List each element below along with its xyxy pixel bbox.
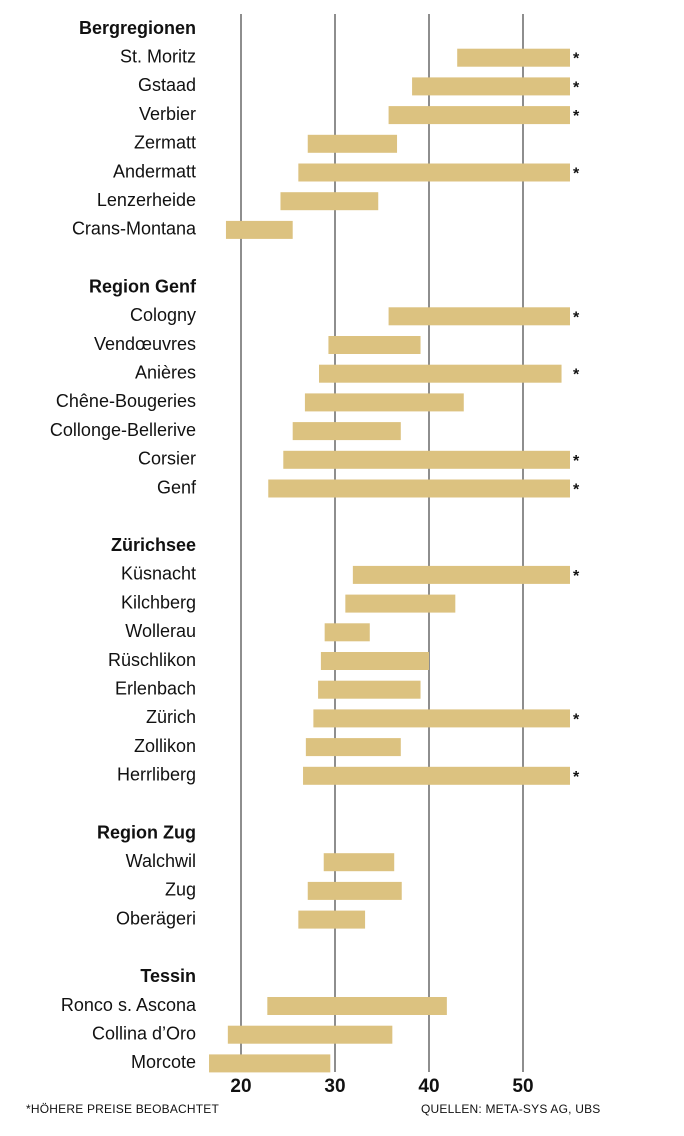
footnote: *HÖHERE PREISE BEOBACHTET [26, 1102, 220, 1116]
row-label: Collonge-Bellerive [50, 420, 196, 440]
higher-price-marker: * [573, 367, 580, 384]
x-tick-label: 30 [324, 1076, 345, 1097]
range-bar [305, 738, 401, 757]
row-label: Chêne-Bougeries [56, 391, 196, 411]
higher-price-marker: * [573, 482, 580, 499]
x-tick-label: 40 [418, 1076, 439, 1097]
range-bar [298, 163, 570, 182]
higher-price-marker: * [573, 51, 580, 68]
group-heading: Tessin [140, 966, 196, 986]
row-label: St. Moritz [120, 46, 196, 66]
row-label: Gstaad [138, 75, 196, 95]
range-bar [268, 479, 570, 498]
higher-price-marker: * [573, 166, 580, 183]
range-bar [412, 77, 570, 96]
range-bar [313, 709, 570, 728]
row-label: Andermatt [113, 161, 196, 181]
higher-price-marker: * [573, 711, 580, 728]
row-label: Corsier [138, 449, 196, 469]
range-bar [307, 881, 402, 900]
row-label: Verbier [139, 104, 196, 124]
range-bar [280, 192, 379, 211]
range-bar [457, 48, 570, 67]
range-bar [267, 997, 447, 1015]
row-label: Ronco s. Ascona [61, 995, 197, 1015]
x-tick-label: 20 [230, 1076, 251, 1097]
source-note: QUELLEN: META-SYS AG, UBS [421, 1102, 601, 1116]
row-label: Lenzerheide [97, 190, 196, 210]
row-label: Vendœuvres [94, 334, 196, 354]
range-bar [283, 450, 570, 469]
group-heading: Region Zug [97, 822, 196, 842]
group-heading: Zürichsee [111, 535, 196, 555]
row-label: Walchwil [126, 851, 196, 871]
row-label: Herrliberg [117, 765, 196, 785]
row-label: Oberägeri [116, 908, 196, 928]
range-bar [328, 336, 421, 354]
range-bar [323, 853, 395, 872]
row-label: Genf [157, 477, 197, 497]
row-label: Cologny [130, 305, 196, 325]
group-heading: Bergregionen [79, 18, 196, 38]
range-bar [320, 652, 429, 670]
row-label: Küsnacht [121, 564, 196, 584]
row-label: Anières [135, 362, 196, 382]
row-label: Zermatt [134, 133, 196, 153]
range-bar [318, 680, 421, 699]
range-bar [319, 364, 562, 383]
row-label: Morcote [131, 1052, 196, 1072]
range-bar [388, 106, 570, 125]
row-label: Crans-Montana [72, 219, 197, 239]
row-label: Wollerau [125, 621, 196, 641]
row-label: Kilchberg [121, 592, 196, 612]
higher-price-marker: * [573, 568, 580, 585]
range-bar [324, 623, 370, 642]
range-bar [209, 1054, 331, 1073]
group-heading: Region Genf [89, 276, 197, 296]
row-label: Zug [165, 880, 196, 900]
range-bar [298, 910, 366, 929]
range-bar [225, 220, 293, 239]
range-bar [292, 422, 401, 441]
range-bar [352, 565, 570, 584]
higher-price-marker: * [573, 309, 580, 326]
range-bar [304, 393, 464, 412]
higher-price-marker: * [573, 769, 580, 786]
x-tick-label: 50 [512, 1076, 533, 1097]
range-bar [388, 307, 570, 326]
row-label: Rüschlikon [108, 650, 196, 670]
range-bar [345, 594, 456, 613]
row-label: Erlenbach [115, 678, 196, 698]
higher-price-marker: * [573, 79, 580, 96]
higher-price-marker: * [573, 453, 580, 470]
higher-price-marker: * [573, 108, 580, 125]
range-bar [303, 766, 570, 785]
range-bar [307, 134, 398, 153]
row-label: Zollikon [134, 736, 196, 756]
row-label: Zürich [146, 707, 196, 727]
row-label: Collina d’Oro [92, 1023, 196, 1043]
range-bar [227, 1025, 393, 1044]
